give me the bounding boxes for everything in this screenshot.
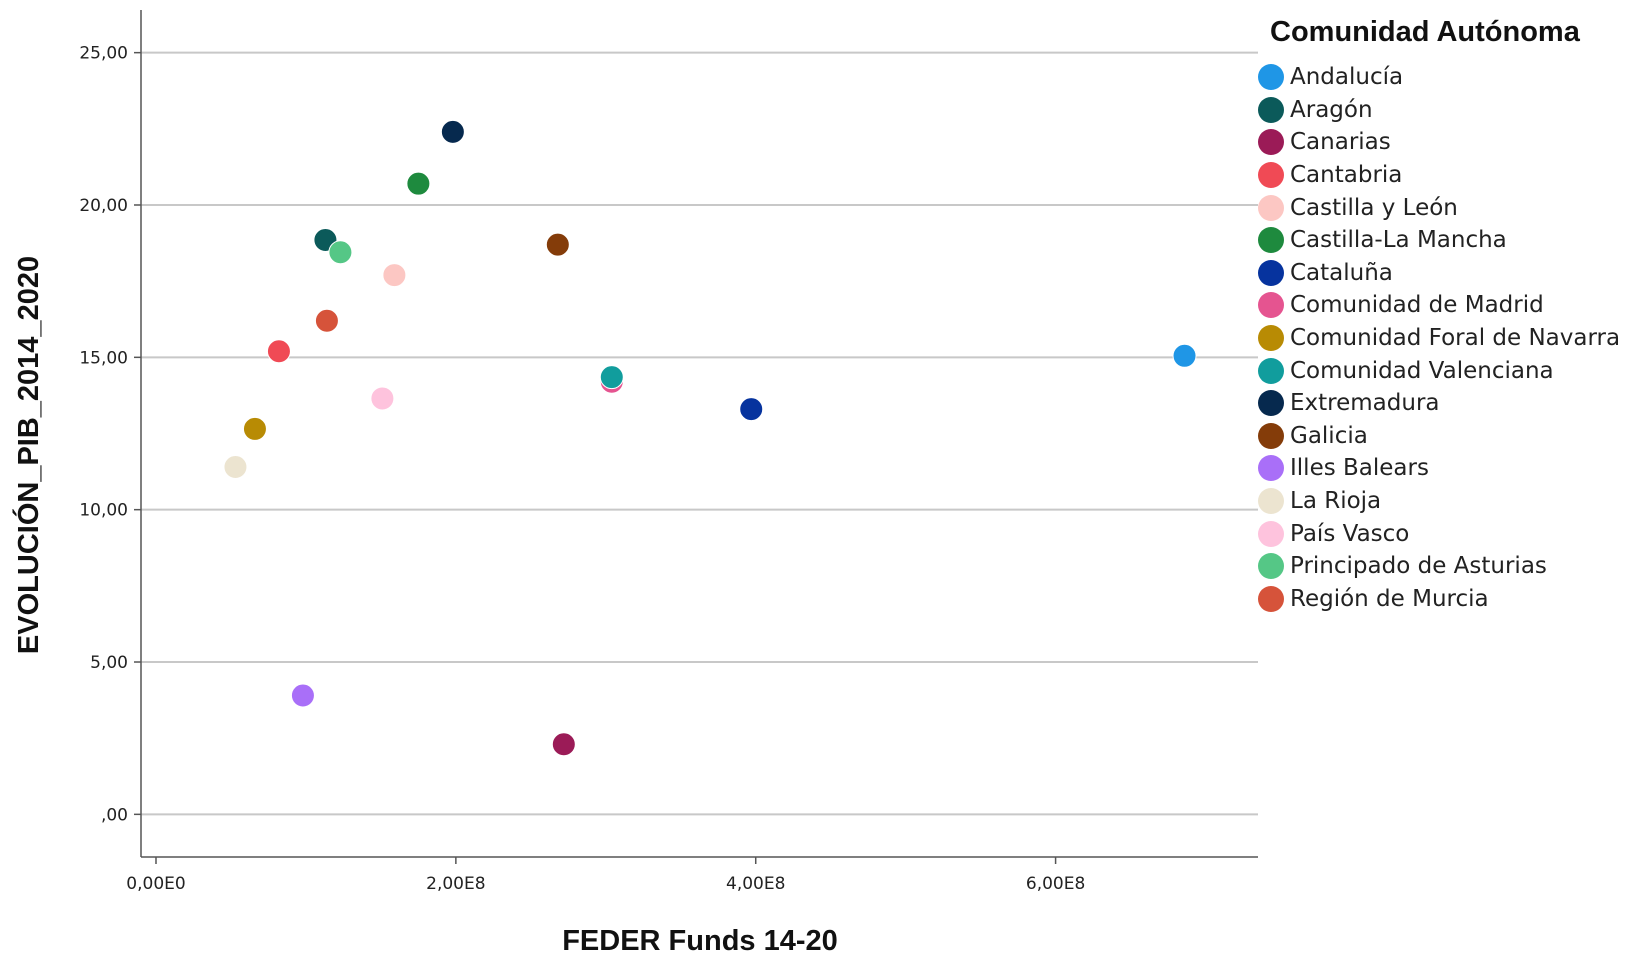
legend-item-illes-balears: Illes Balears bbox=[1258, 452, 1628, 485]
legend-item-cantabria: Cantabria bbox=[1258, 159, 1628, 192]
legend-item-andalucia: Andalucía bbox=[1258, 61, 1628, 94]
data-points bbox=[223, 119, 1197, 757]
legend-label: Galicia bbox=[1290, 422, 1368, 449]
legend-item-aragon: Aragón bbox=[1258, 94, 1628, 127]
legend-item-comunidad-foral-de-navarra: Comunidad Foral de Navarra bbox=[1258, 322, 1628, 355]
point-region-de-murcia bbox=[314, 308, 339, 333]
point-castilla-la-mancha bbox=[406, 171, 431, 196]
legend-label: Comunidad de Madrid bbox=[1290, 292, 1544, 319]
y-tick-label: 25,00 bbox=[79, 44, 128, 64]
legend-swatch bbox=[1258, 227, 1284, 254]
x-tick-label: 4,00E8 bbox=[726, 874, 785, 894]
legend-swatch bbox=[1258, 585, 1284, 612]
legend-item-comunidad-de-madrid: Comunidad de Madrid bbox=[1258, 289, 1628, 322]
legend-swatch bbox=[1258, 259, 1284, 286]
legend-swatch bbox=[1258, 194, 1284, 221]
legend-label: Principado de Asturias bbox=[1290, 553, 1547, 580]
point-la-rioja bbox=[223, 455, 248, 480]
legend-item-pais-vasco: País Vasco bbox=[1258, 517, 1628, 550]
legend-item-region-de-murcia: Región de Murcia bbox=[1258, 583, 1628, 616]
x-axis-title: FEDER Funds 14-20 bbox=[562, 925, 838, 953]
legend-item-castilla-la-mancha: Castilla-La Mancha bbox=[1258, 224, 1628, 257]
y-tick-label: ,00 bbox=[101, 805, 128, 825]
legend-swatch bbox=[1258, 292, 1284, 319]
legend: Comunidad Autónoma Andalucía Aragón Canari… bbox=[1258, 16, 1628, 615]
legend-label: Extremadura bbox=[1290, 390, 1440, 417]
legend-title: Comunidad Autónoma bbox=[1270, 16, 1580, 48]
legend-label: Illes Balears bbox=[1290, 455, 1429, 482]
legend-swatch bbox=[1258, 64, 1284, 91]
legend-label: Cantabria bbox=[1290, 162, 1403, 189]
legend-item-extremadura: Extremadura bbox=[1258, 387, 1628, 420]
legend-swatch bbox=[1258, 553, 1284, 580]
y-tick-labels: ,00 5,00 10,00 15,00 20,00 25,00 bbox=[79, 44, 128, 826]
y-tick-label: 15,00 bbox=[79, 348, 128, 368]
legend-label: Canarias bbox=[1290, 129, 1391, 156]
grid-lines bbox=[141, 51, 1258, 816]
legend-label: Andalucía bbox=[1290, 64, 1404, 91]
legend-label: La Rioja bbox=[1290, 488, 1382, 515]
point-pais-vasco bbox=[370, 386, 395, 411]
legend-item-galicia: Galicia bbox=[1258, 420, 1628, 453]
point-castilla-y-leon bbox=[382, 263, 407, 288]
point-cataluna bbox=[739, 397, 764, 422]
point-galicia bbox=[545, 232, 570, 257]
legend-swatch bbox=[1258, 325, 1284, 352]
y-tick-label: 20,00 bbox=[79, 196, 128, 216]
legend-swatch bbox=[1258, 455, 1284, 482]
point-extremadura bbox=[440, 119, 465, 144]
legend-swatch bbox=[1258, 488, 1284, 515]
x-tick-labels: 0,00E0 2,00E8 4,00E8 6,00E8 bbox=[126, 874, 1085, 894]
legend-swatch bbox=[1258, 390, 1284, 417]
legend-label: País Vasco bbox=[1290, 520, 1410, 547]
point-canarias bbox=[551, 732, 576, 757]
legend-item-la-rioja: La Rioja bbox=[1258, 485, 1628, 518]
point-comunidad-foral-de-navarra bbox=[242, 416, 267, 441]
legend-label: Castilla y León bbox=[1290, 194, 1458, 221]
legend-swatch bbox=[1258, 96, 1284, 123]
legend-item-principado-de-asturias: Principado de Asturias bbox=[1258, 550, 1628, 583]
legend-list: Andalucía Aragón Canarias Cantabria Castilla… bbox=[1258, 61, 1628, 615]
legend-label: Región de Murcia bbox=[1290, 585, 1489, 612]
legend-item-canarias: Canarias bbox=[1258, 126, 1628, 159]
legend-swatch bbox=[1258, 357, 1284, 384]
y-tick-label: 5,00 bbox=[90, 653, 128, 673]
legend-swatch bbox=[1258, 422, 1284, 449]
legend-label: Comunidad Foral de Navarra bbox=[1290, 325, 1621, 352]
y-tick-label: 10,00 bbox=[79, 501, 128, 521]
x-tick-label: 6,00E8 bbox=[1026, 874, 1085, 894]
legend-label: Cataluña bbox=[1290, 259, 1393, 286]
legend-swatch bbox=[1258, 520, 1284, 547]
legend-swatch bbox=[1258, 162, 1284, 189]
legend-label: Aragón bbox=[1290, 96, 1373, 123]
legend-label: Castilla-La Mancha bbox=[1290, 227, 1507, 254]
point-andalucia bbox=[1172, 343, 1197, 368]
y-axis-title: EVOLUCIÓN_PIB_2014_2020 bbox=[11, 256, 45, 654]
x-tick-label: 0,00E0 bbox=[126, 874, 185, 894]
legend-item-comunidad-valenciana: Comunidad Valenciana bbox=[1258, 354, 1628, 387]
axes bbox=[134, 10, 1258, 864]
legend-item-castilla-y-leon: Castilla y León bbox=[1258, 191, 1628, 224]
point-cantabria bbox=[266, 339, 291, 364]
point-illes-balears bbox=[290, 683, 315, 708]
legend-swatch bbox=[1258, 129, 1284, 156]
legend-item-cataluna: Cataluña bbox=[1258, 257, 1628, 290]
x-tick-label: 2,00E8 bbox=[426, 874, 485, 894]
point-comunidad-valenciana bbox=[599, 365, 624, 390]
point-principado-de-asturias bbox=[328, 240, 353, 265]
legend-label: Comunidad Valenciana bbox=[1290, 357, 1554, 384]
